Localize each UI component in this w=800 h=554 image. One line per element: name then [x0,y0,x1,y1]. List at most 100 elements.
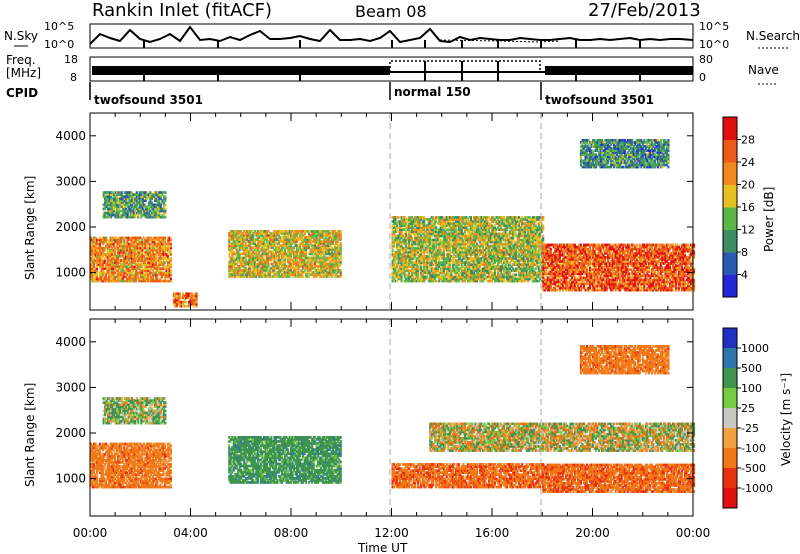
echo-cell [228,252,231,256]
echo-cell [501,273,504,277]
echo-cell [312,262,315,266]
echo-cell [174,300,177,304]
echo-cell [121,255,124,258]
echo-cell [97,257,100,260]
echo-cell [483,230,486,234]
echo-cell [444,224,447,227]
echo-cell [497,257,500,260]
echo-cell [403,269,406,273]
echo-cell [160,261,163,264]
echo-cell [144,207,147,211]
echo-cell [111,213,114,217]
echo-cell [418,228,421,232]
echo-cell [261,240,264,243]
nsearch-tick-high: 10^5 [699,20,729,33]
echo-cell [264,234,267,237]
echo-cell [457,232,460,236]
echo-cell [477,255,480,258]
echo-cell [243,262,246,266]
echo-cell [105,203,108,207]
echo-cell [122,199,125,203]
echo-cell [162,263,165,266]
echo-cell [483,257,486,260]
echo-cell [291,258,294,262]
echo-cell [105,191,108,194]
echo-cell [466,265,469,268]
echo-cell [475,228,478,232]
echo-cell [411,216,414,219]
echo-cell [238,273,241,276]
echo-cell [123,236,126,240]
echo-cell [117,240,120,244]
echo-cell [168,246,171,250]
echo-cell [497,277,500,281]
echo-cell [312,232,315,235]
echo-cell [488,230,491,234]
echo-cell [468,267,471,271]
echo-cell [126,279,129,283]
echo-cell [294,242,297,245]
echo-cell [244,262,247,266]
echo-cell [438,244,441,248]
echo-cell [280,254,283,258]
echo-cell [114,246,117,250]
echo-cell [138,248,141,252]
echo-cell [152,203,155,207]
echo-cell [159,269,162,273]
echo-cell [111,193,114,196]
echo-cell [498,273,501,277]
echo-cell [426,273,429,277]
echo-cell [261,244,264,247]
echo-cell [153,255,156,258]
echo-cell [265,238,268,241]
echo-cell [145,257,148,260]
echo-cell [498,277,501,281]
echo-cell [105,240,108,244]
echo-cell [498,216,501,219]
echo-cell [435,236,438,240]
echo-cell [451,240,454,244]
echo-cell [150,242,153,246]
echo-cell [258,271,261,274]
echo-cell [291,275,294,278]
echo-cell [231,232,234,235]
echo-cell [145,267,148,271]
echo-cell [492,230,495,234]
echo-cell [429,263,432,266]
echo-cell [154,277,157,281]
echo-cell [475,248,478,252]
echo-cell [235,240,238,243]
echo-cell [294,258,297,262]
echo-cell [148,255,151,258]
echo-cell [420,263,423,266]
echo-cell [391,253,394,256]
echo-cell [100,255,103,258]
echo-cell [106,257,109,260]
echo-cell [267,262,270,266]
echo-cell [399,220,402,223]
echo-cell [153,244,156,248]
echo-cell [420,230,423,234]
echo-cell [417,259,420,262]
echo-cell [489,263,492,266]
echo-cell [153,191,156,194]
echo-cell [258,244,261,247]
echo-cell [276,258,279,262]
echo-cell [423,257,426,260]
echo-cell [247,232,250,235]
echo-cell [326,256,329,260]
echo-cell [477,273,480,277]
echo-cell [297,271,300,274]
echo-cell [117,201,120,205]
echo-cell [433,275,436,279]
echo-cell [274,256,277,260]
echo-cell [469,248,472,252]
echo-cell [284,271,287,274]
echo-cell [391,261,394,264]
freq-unit-label: [MHz] [6,66,41,80]
echo-cell [287,266,290,270]
echo-cell [261,262,264,266]
echo-cell [93,273,96,277]
echo-cell [129,238,132,242]
echo-cell [468,244,471,248]
